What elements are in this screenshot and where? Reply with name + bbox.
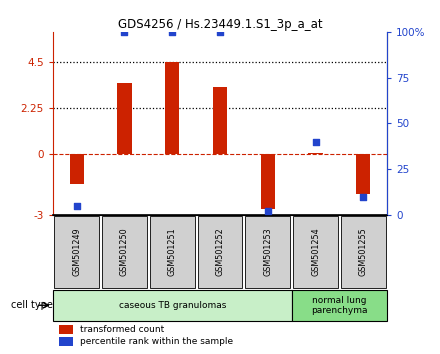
Text: GSM501251: GSM501251 — [168, 227, 177, 276]
Text: GSM501253: GSM501253 — [263, 227, 272, 276]
Bar — [213, 87, 227, 154]
Point — [73, 203, 80, 209]
Bar — [308, 153, 323, 154]
Bar — [59, 337, 73, 346]
Point — [312, 139, 319, 144]
Bar — [70, 154, 84, 184]
Bar — [292, 290, 387, 321]
Bar — [246, 216, 290, 288]
Text: GSM501249: GSM501249 — [72, 227, 81, 276]
Bar — [53, 290, 292, 321]
Text: caseous TB granulomas: caseous TB granulomas — [118, 301, 226, 310]
Bar — [59, 325, 73, 333]
Bar — [54, 216, 99, 288]
Text: transformed count: transformed count — [80, 325, 164, 333]
Text: normal lung
parenchyma: normal lung parenchyma — [311, 296, 368, 315]
Text: GSM501252: GSM501252 — [216, 227, 224, 276]
Point — [264, 208, 271, 214]
Bar — [102, 216, 147, 288]
Text: percentile rank within the sample: percentile rank within the sample — [80, 337, 233, 346]
Point — [216, 29, 224, 35]
Bar — [356, 154, 370, 194]
Point — [121, 29, 128, 35]
Text: cell type: cell type — [11, 300, 53, 310]
Text: GSM501254: GSM501254 — [311, 227, 320, 276]
Bar — [117, 83, 132, 154]
Bar — [341, 216, 386, 288]
Point — [169, 29, 176, 35]
Bar — [165, 62, 180, 154]
Text: GSM501250: GSM501250 — [120, 227, 129, 276]
Bar — [150, 216, 194, 288]
Point — [360, 194, 367, 199]
Bar — [260, 154, 275, 209]
Bar — [293, 216, 338, 288]
Text: GSM501255: GSM501255 — [359, 227, 368, 276]
Title: GDS4256 / Hs.23449.1.S1_3p_a_at: GDS4256 / Hs.23449.1.S1_3p_a_at — [117, 18, 323, 31]
Bar — [198, 216, 242, 288]
